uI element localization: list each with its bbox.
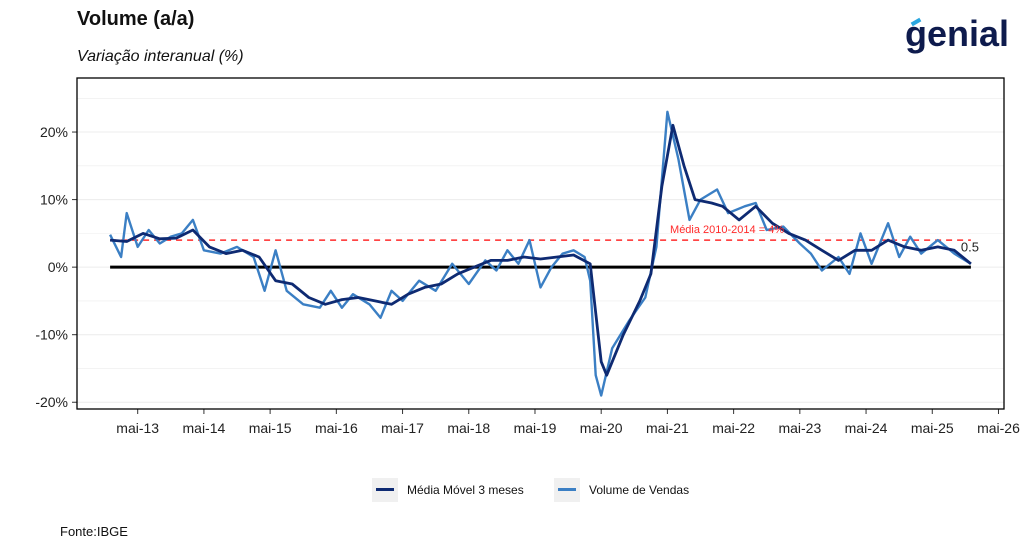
x-tick-label: mai-21 [646,420,689,436]
x-tick-label: mai-14 [183,420,226,436]
legend-item-moving-average: Média Móvel 3 meses [372,478,524,502]
legend-item-sales-volume: Volume de Vendas [554,478,689,502]
source-note: Fonte:IBGE [60,524,128,539]
reference-line-label: Média 2010-2014 = 4% [670,224,784,236]
chart-title: Volume (a/a) [77,8,195,30]
chart-legend: Média Móvel 3 meses Volume de Vendas [0,478,1024,502]
x-tick-label: mai-19 [514,420,557,436]
plot-border [76,77,1005,410]
y-tick-label: 0% [48,259,68,275]
chart-subtitle: Variação interanual (%) [77,48,244,65]
x-tick-label: mai-26 [977,420,1020,436]
y-tick-label: 10% [40,192,68,208]
x-tick-label: mai-23 [778,420,821,436]
x-tick-label: mai-20 [580,420,623,436]
y-tick-label: -20% [35,394,68,410]
x-tick-label: mai-18 [447,420,490,436]
x-tick-label: mai-13 [116,420,159,436]
series-line-moving-average [109,123,972,377]
genial-logo: genial [905,14,1009,54]
x-tick-label: mai-17 [381,420,424,436]
legend-key-moving-average [372,478,398,502]
logo-text: genial [905,13,1010,54]
last-value-label: 0.5 [961,240,979,255]
legend-label-moving-average: Média Móvel 3 meses [407,483,524,497]
x-tick-label: mai-15 [249,420,292,436]
x-tick-label: mai-22 [712,420,755,436]
y-tick-label: 20% [40,124,68,140]
x-tick-label: mai-24 [845,420,888,436]
x-tick-label: mai-25 [911,420,954,436]
y-tick-label: -10% [35,327,68,343]
series-line-sales-volume [109,110,972,397]
legend-label-sales-volume: Volume de Vendas [589,483,690,497]
line-chart: -20% -10% 0% 10% 20% mai-13 mai-14 mai-15 mai-16… [35,77,1020,436]
legend-key-sales-volume [554,478,580,502]
x-tick-label: mai-16 [315,420,358,436]
